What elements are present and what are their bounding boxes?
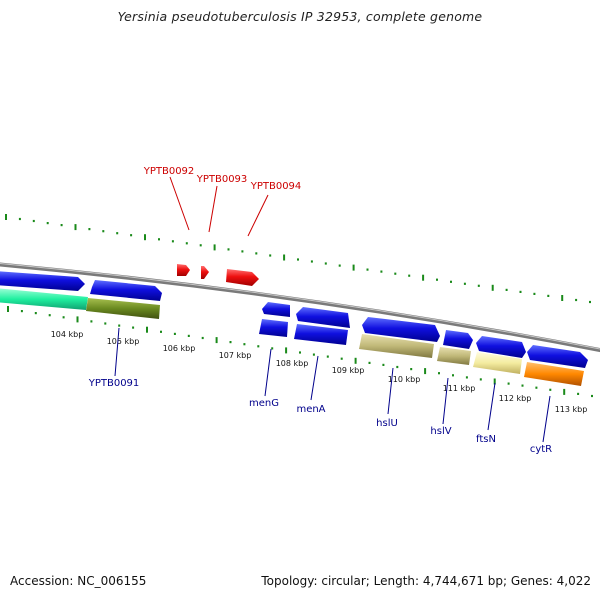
genome-summary-text: Topology: circular; Length: 4,744,671 bp… bbox=[261, 574, 591, 588]
gene-feature-YPTB0094[interactable] bbox=[226, 269, 259, 286]
gene-label-cytR[interactable]: cytR bbox=[530, 444, 552, 455]
scale-label: 104 kbp bbox=[51, 330, 84, 339]
accession-text: Accession: NC_006155 bbox=[10, 574, 147, 588]
gene-label-menA[interactable]: menA bbox=[296, 404, 325, 415]
gene-feature-hslU-upper[interactable] bbox=[362, 317, 440, 342]
scale-labels: 104 kbp 105 kbp 106 kbp 107 kbp 108 kbp 109 k… bbox=[51, 330, 588, 414]
upper-tick-track bbox=[5, 214, 591, 304]
lower-tick-track bbox=[7, 306, 593, 398]
scale-label: 111 kbp bbox=[443, 384, 476, 393]
gene-label-hslV[interactable]: hslV bbox=[430, 426, 451, 437]
genome-title: Yersinia pseudotuberculosis IP 32953, co… bbox=[117, 9, 483, 24]
label-leaders bbox=[114, 176, 551, 443]
gene-feature-menA-upper[interactable] bbox=[296, 307, 350, 328]
gene-feature-menG-lower[interactable] bbox=[259, 319, 288, 337]
genome-backbone bbox=[0, 262, 600, 353]
gene-feature-cytR-lower[interactable] bbox=[524, 362, 584, 386]
gene-feature-YPTB0093[interactable] bbox=[201, 266, 209, 279]
gene-label-YPTB0091[interactable]: YPTB0091 bbox=[88, 378, 140, 389]
gene-feature-teal-left[interactable] bbox=[0, 288, 88, 310]
scale-label: 106 kbp bbox=[163, 344, 196, 353]
gene-label-ftsN[interactable]: ftsN bbox=[476, 434, 496, 445]
gene-feature-left-2[interactable] bbox=[90, 280, 162, 301]
gene-feature-ftsN-upper[interactable] bbox=[476, 336, 526, 358]
gene-feature-hslV-lower[interactable] bbox=[437, 347, 471, 365]
scale-label: 105 kbp bbox=[107, 337, 140, 346]
gene-feature-left-1[interactable] bbox=[0, 271, 85, 291]
gene-feature-hslU-lower[interactable] bbox=[359, 334, 434, 358]
gene-label-menG[interactable]: menG bbox=[249, 398, 279, 409]
scale-label: 108 kbp bbox=[276, 359, 309, 368]
gene-feature-menG-upper[interactable] bbox=[262, 302, 290, 317]
genome-backbone-highlight bbox=[0, 262, 600, 350]
scale-label: 112 kbp bbox=[499, 394, 532, 403]
gene-label-YPTB0093[interactable]: YPTB0093 bbox=[196, 174, 248, 185]
scale-label: 113 kbp bbox=[555, 405, 588, 414]
gene-label-YPTB0094[interactable]: YPTB0094 bbox=[250, 181, 302, 192]
gene-feature-cytR-upper[interactable] bbox=[527, 345, 588, 368]
scale-label: 109 kbp bbox=[332, 366, 365, 375]
gene-label-hslU[interactable]: hslU bbox=[376, 418, 398, 429]
scale-label: 107 kbp bbox=[219, 351, 252, 360]
gene-feature-ftsN-lower[interactable] bbox=[473, 352, 522, 374]
gene-feature-YPTB0092[interactable] bbox=[177, 264, 190, 276]
gene-feature-menA-lower[interactable] bbox=[294, 324, 348, 345]
scale-label: 110 kbp bbox=[388, 375, 421, 384]
gene-feature-hslV-upper[interactable] bbox=[443, 330, 473, 349]
gene-feature-olive-left[interactable] bbox=[86, 298, 160, 319]
gene-label-YPTB0092[interactable]: YPTB0092 bbox=[143, 166, 195, 177]
